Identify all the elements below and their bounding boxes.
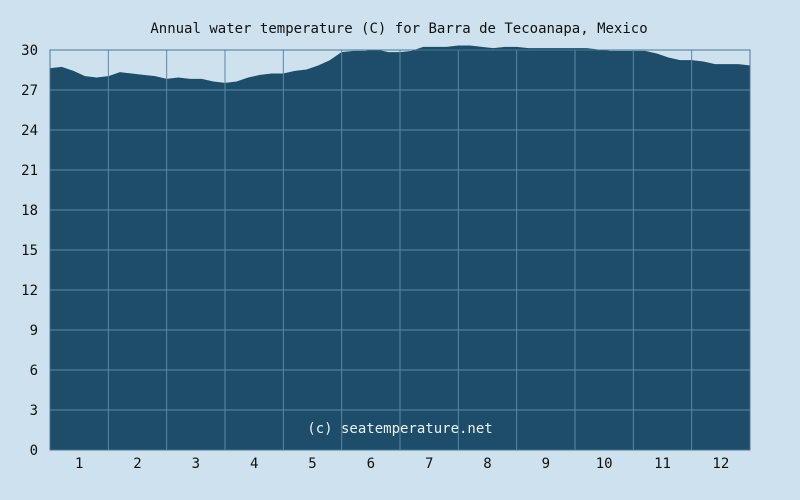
x-tick-label: 7 <box>425 456 433 472</box>
y-tick-label: 18 <box>21 203 38 219</box>
y-tick-label: 12 <box>21 283 38 299</box>
y-tick-label: 24 <box>21 123 38 139</box>
x-tick-label: 2 <box>133 456 141 472</box>
y-tick-label: 15 <box>21 243 38 259</box>
chart-title: Annual water temperature (C) for Barra d… <box>150 21 647 37</box>
plot-frame <box>49 49 751 451</box>
y-tick-label: 0 <box>30 443 38 459</box>
y-tick-label: 21 <box>21 163 38 179</box>
x-tick-label: 10 <box>596 456 613 472</box>
x-tick-label: 6 <box>367 456 375 472</box>
x-tick-label: 4 <box>250 456 258 472</box>
watermark-text: (c) seatemperature.net <box>307 421 492 437</box>
x-tick-label: 11 <box>654 456 671 472</box>
x-tick-label: 5 <box>308 456 316 472</box>
x-tick-label: 1 <box>75 456 83 472</box>
y-axis: 0 3 6 9 12 15 18 21 24 27 30 <box>21 43 38 459</box>
y-tick-label: 27 <box>21 83 38 99</box>
grid <box>49 49 751 451</box>
y-tick-label: 6 <box>30 363 38 379</box>
x-tick-label: 8 <box>483 456 491 472</box>
y-tick-label: 9 <box>30 323 38 339</box>
x-tick-label: 3 <box>192 456 200 472</box>
x-tick-label: 9 <box>542 456 550 472</box>
x-axis: 1 2 3 4 5 6 7 8 9 10 11 12 <box>75 456 729 472</box>
x-tick-label: 12 <box>712 456 729 472</box>
y-tick-label: 3 <box>30 403 38 419</box>
y-tick-label: 30 <box>21 43 38 59</box>
